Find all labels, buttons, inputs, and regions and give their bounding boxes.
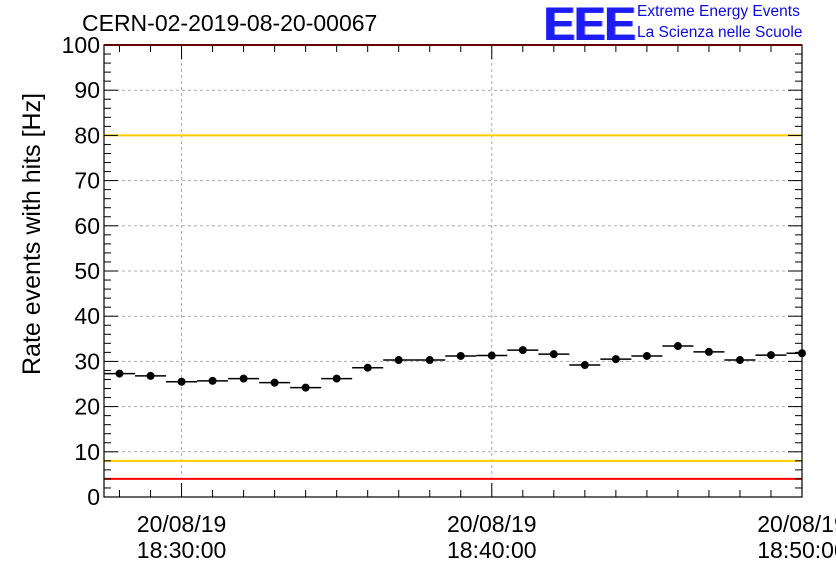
x-tick-time-label: 18:30:00 (137, 537, 227, 563)
data-point (177, 377, 186, 386)
data-point (456, 351, 465, 360)
data-point (642, 351, 651, 360)
y-tick-label: 60 (74, 213, 100, 239)
data-points (104, 342, 806, 392)
logo-tagline-2: La Scienza nelle Scuole (637, 24, 803, 41)
y-tick-label: 90 (74, 77, 100, 103)
x-tick-time-label: 18:50:00 (757, 537, 836, 563)
y-tick-label: 20 (74, 394, 100, 420)
y-tick-label: 80 (74, 122, 100, 148)
run-title: CERN-02-2019-08-20-00067 (82, 10, 378, 36)
data-point (673, 342, 682, 351)
x-tick-date-label: 20/08/19 (757, 511, 836, 537)
x-tick-date-label: 20/08/19 (447, 511, 537, 537)
data-point (301, 383, 310, 392)
data-point (518, 346, 527, 355)
data-point (394, 356, 403, 365)
data-point (270, 378, 279, 387)
y-tick-label: 70 (74, 168, 100, 194)
data-point (735, 356, 744, 365)
data-point (580, 361, 589, 370)
data-point (332, 374, 341, 383)
y-tick-label: 30 (74, 348, 100, 374)
grid-lines (104, 45, 802, 497)
data-point (239, 374, 248, 383)
data-point (487, 351, 496, 360)
axes: 010203040506070809010020/08/1918:30:0020… (62, 32, 836, 563)
y-tick-label: 50 (74, 258, 100, 284)
data-point (363, 363, 372, 372)
data-point (704, 347, 713, 356)
data-point (425, 356, 434, 365)
y-tick-label: 0 (87, 484, 100, 510)
y-tick-label: 40 (74, 303, 100, 329)
data-point (115, 369, 124, 378)
x-tick-time-label: 18:40:00 (447, 537, 537, 563)
data-point (611, 355, 620, 364)
data-point (208, 376, 217, 385)
data-point (798, 349, 806, 358)
eee-logo-mark: EEE (543, 0, 635, 50)
y-tick-label: 10 (74, 439, 100, 465)
data-point (766, 351, 775, 360)
logo-tagline-1: Extreme Energy Events (637, 3, 800, 20)
x-tick-date-label: 20/08/19 (137, 511, 227, 537)
y-axis-title: Rate events with hits [Hz] (18, 92, 46, 375)
data-point (549, 350, 558, 359)
y-tick-label: 100 (62, 32, 100, 58)
data-point (146, 371, 155, 380)
threshold-lines (104, 44, 802, 480)
